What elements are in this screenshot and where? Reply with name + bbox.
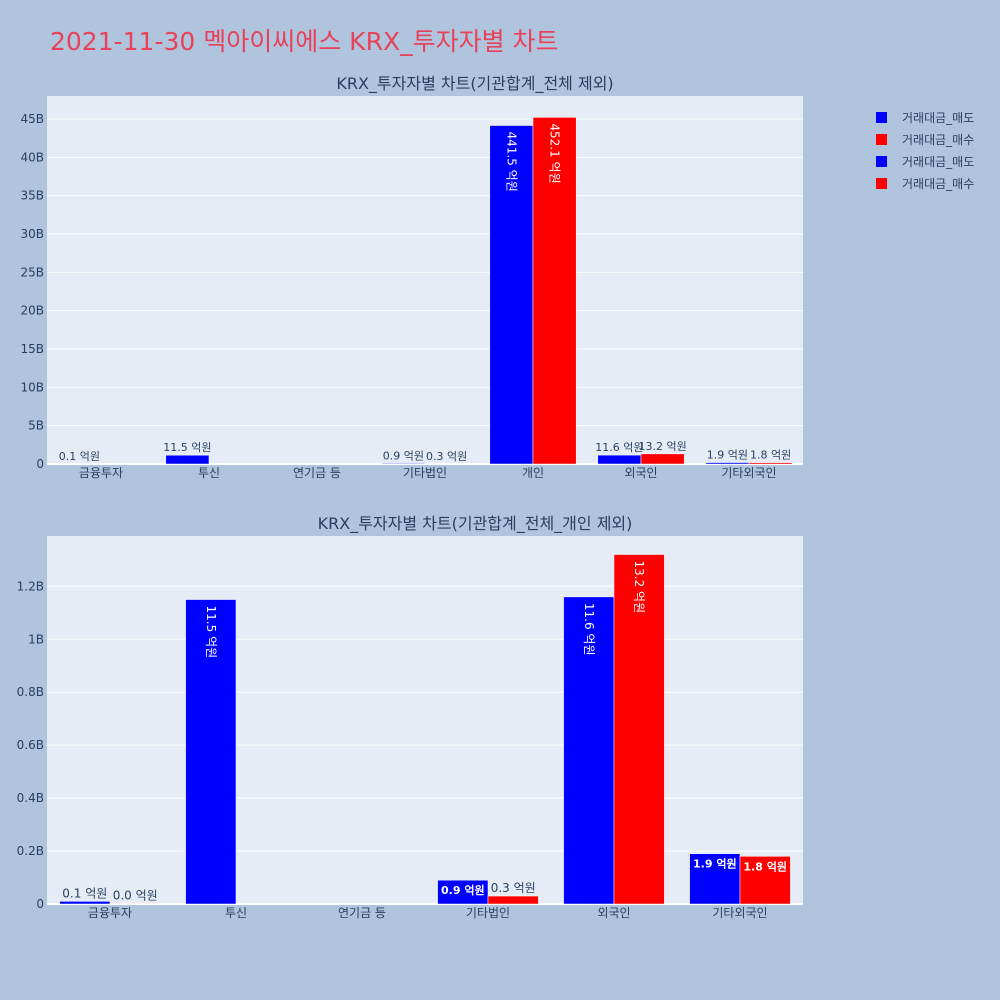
data-label: 1.9 억원 xyxy=(707,449,748,462)
page-title: 2021-11-30 멕아이씨에스 KRX_투자자별 차트 xyxy=(50,27,559,56)
x-tick-label: 금융투자 xyxy=(88,906,132,920)
x-tick-label: 외국인 xyxy=(597,906,630,920)
bar xyxy=(597,454,642,465)
y-tick-label: 15B xyxy=(20,342,44,356)
legend[interactable]: 거래대금_매도 거래대금_매수 거래대금_매도 거래대금_매수 xyxy=(876,106,974,194)
x-tick-label: 기타법인 xyxy=(466,906,510,920)
y-tick-label: 10B xyxy=(20,380,44,394)
bar xyxy=(532,117,577,465)
y-tick-label: 25B xyxy=(20,265,44,279)
bar xyxy=(705,462,750,465)
data-label: 11.6 억원 xyxy=(582,603,596,656)
bar xyxy=(437,879,489,905)
x-tick-label: 기타법인 xyxy=(403,466,447,480)
chart-title: KRX_투자자별 차트(기관합계_전체_개인 제외) xyxy=(318,514,633,534)
bar xyxy=(185,599,237,905)
data-label: 13.2 억원 xyxy=(632,561,646,614)
y-tick-label: 0 xyxy=(36,897,44,911)
bar xyxy=(487,895,539,905)
legend-item[interactable]: 거래대금_매도 xyxy=(876,106,974,128)
legend-item[interactable]: 거래대금_매수 xyxy=(876,172,974,194)
x-tick-label: 개인 xyxy=(522,466,544,480)
plot-background xyxy=(47,96,803,464)
y-tick-label: 0 xyxy=(36,457,44,471)
legend-label: 거래대금_매도 xyxy=(902,154,975,169)
data-label: 0.0 억원 xyxy=(113,888,158,902)
plot-background xyxy=(47,536,803,904)
data-label: 0.3 억원 xyxy=(426,450,467,463)
legend-swatch-buy xyxy=(876,133,887,145)
legend-item[interactable]: 거래대금_매수 xyxy=(876,128,974,150)
data-label: 0.3 억원 xyxy=(491,881,536,895)
y-tick-label: 1B xyxy=(28,632,44,646)
legend-label: 거래대금_매도 xyxy=(902,110,975,125)
y-tick-label: 30B xyxy=(20,227,44,241)
bar xyxy=(563,596,615,905)
data-label: 1.8 억원 xyxy=(750,449,791,462)
x-tick-label: 연기금 등 xyxy=(338,906,386,920)
y-tick-label: 40B xyxy=(20,150,44,164)
y-tick-label: 0.4B xyxy=(17,791,44,805)
legend-item[interactable]: 거래대금_매도 xyxy=(876,150,974,172)
bar xyxy=(748,462,793,465)
x-tick-label: 연기금 등 xyxy=(293,466,341,480)
legend-label: 거래대금_매수 xyxy=(902,176,975,191)
data-label: 441.5 억원 xyxy=(504,132,518,192)
y-tick-label: 45B xyxy=(20,112,44,126)
bar xyxy=(109,903,161,905)
legend-label: 거래대금_매수 xyxy=(902,132,975,147)
x-tick-label: 기타외국인 xyxy=(721,466,776,480)
x-tick-label: 외국인 xyxy=(624,466,657,480)
y-tick-label: 5B xyxy=(28,419,44,433)
legend-swatch-sell xyxy=(876,111,887,123)
data-label: 13.2 억원 xyxy=(638,440,686,453)
y-tick-label: 0.2B xyxy=(17,844,44,858)
x-tick-label: 투신 xyxy=(198,466,220,480)
data-label: 0.9 억원 xyxy=(383,449,424,462)
data-label: 11.5 억원 xyxy=(204,606,218,659)
data-label: 11.6 억원 xyxy=(595,441,643,454)
bar xyxy=(640,453,685,465)
bar xyxy=(489,125,534,465)
x-tick-label: 금융투자 xyxy=(79,466,123,480)
bar xyxy=(613,554,665,905)
data-label: 0.9 억원 xyxy=(441,883,485,897)
bar xyxy=(689,853,741,905)
legend-swatch-buy xyxy=(876,177,887,189)
data-label: 0.1 억원 xyxy=(59,450,100,463)
bar xyxy=(59,901,111,905)
y-tick-label: 0.8B xyxy=(17,685,44,699)
chart-title: KRX_투자자별 차트(기관합계_전체 제외) xyxy=(336,74,613,94)
data-label: 11.5 억원 xyxy=(163,441,211,454)
data-label: 452.1 억원 xyxy=(548,123,562,183)
y-tick-label: 20B xyxy=(20,304,44,318)
data-label: 0.1 억원 xyxy=(62,886,107,900)
bar xyxy=(165,454,210,465)
bar xyxy=(381,463,426,465)
bar xyxy=(739,856,791,905)
data-label: 1.8 억원 xyxy=(743,859,787,873)
y-tick-label: 1.2B xyxy=(17,579,44,593)
x-tick-label: 기타외국인 xyxy=(712,906,767,920)
y-tick-label: 0.6B xyxy=(17,738,44,752)
x-tick-label: 투신 xyxy=(225,906,247,920)
y-tick-label: 35B xyxy=(20,189,44,203)
data-label: 1.9 억원 xyxy=(693,857,737,871)
legend-swatch-sell xyxy=(876,155,887,167)
